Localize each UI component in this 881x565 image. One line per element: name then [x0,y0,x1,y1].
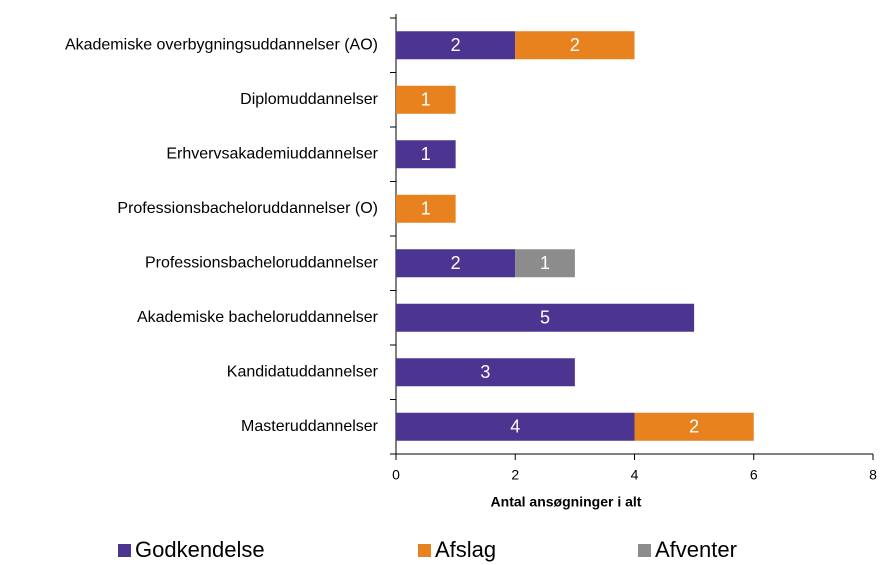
data-label: 2 [689,417,699,437]
legend-swatch [638,544,651,557]
x-tick-label: 8 [869,467,877,483]
legend-swatch [118,544,131,557]
bar-segment [396,31,516,60]
data-label: 3 [480,362,490,382]
bar-segment [396,85,456,114]
data-label: 1 [421,90,431,110]
bar-segment [396,358,575,387]
y-tick-label: Akademiske bacheloruddannelser [137,309,379,326]
x-tick-label: 4 [631,467,639,483]
x-tick-label: 6 [750,467,758,483]
bar-segment [396,194,456,223]
bar-segment [634,412,754,441]
y-tick-label: Professionsbacheloruddannelser (O) [117,200,378,217]
x-axis-label: Antal ansøgninger i alt [491,494,642,510]
data-label: 2 [451,253,461,273]
legend-label: Godkendelse [135,537,265,562]
data-label: 4 [510,417,520,437]
data-label: 2 [570,35,580,55]
x-tick-label: 2 [511,467,519,483]
data-label: 1 [421,144,431,164]
bar-segment [396,249,516,278]
y-tick-label: Kandidatuddannelser [227,363,379,380]
bar-segment [396,303,695,332]
legend-label: Afslag [435,537,496,562]
y-tick-label: Professionsbacheloruddannelser [145,254,379,271]
legend-swatch [418,544,431,557]
data-label: 1 [540,253,550,273]
y-tick-label: Erhvervsakademiuddannelser [166,145,378,162]
bar-segment [515,249,575,278]
data-label: 1 [421,199,431,219]
x-tick-label: 0 [392,467,400,483]
bar-segment [396,140,456,169]
y-tick-label: Masteruddannelser [241,418,379,435]
legend-label: Afventer [655,537,737,562]
data-label: 2 [451,35,461,55]
data-label: 5 [540,308,550,328]
bar-segment [396,412,635,441]
y-tick-label: Akademiske overbygningsuddannelser (AO) [65,36,378,53]
bar-segment [515,31,635,60]
y-tick-label: Diplomuddannelser [240,91,379,108]
